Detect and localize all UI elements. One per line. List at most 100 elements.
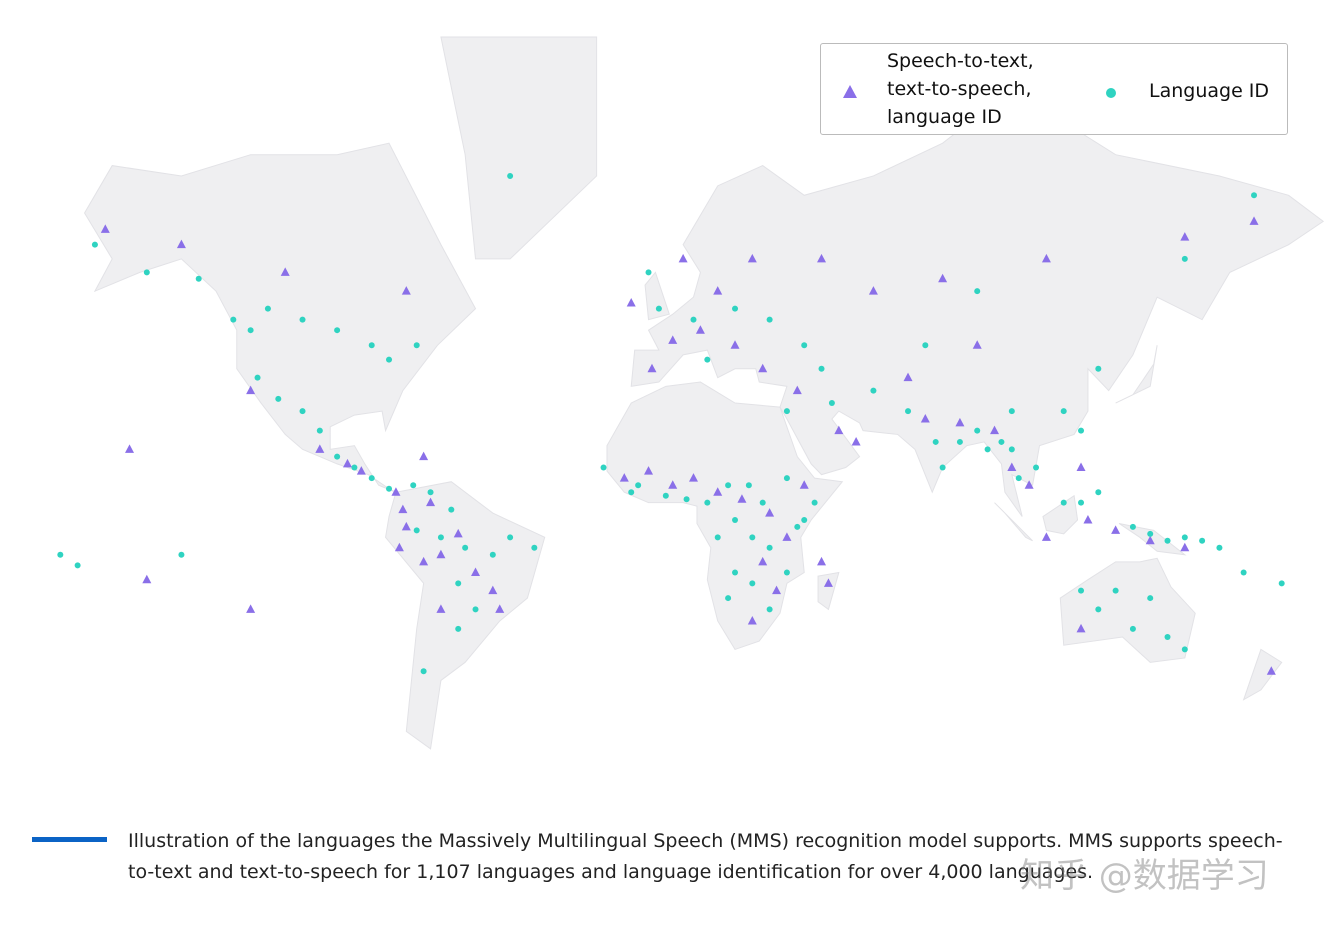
triangle-point <box>394 542 404 552</box>
triangle-point <box>401 521 411 531</box>
landmass <box>606 381 844 651</box>
legend-markers <box>843 85 1116 98</box>
circle-point <box>811 499 818 506</box>
triangle-point <box>817 253 827 263</box>
circle-point <box>1078 587 1085 594</box>
triangle-point <box>851 436 861 446</box>
triangle-point <box>765 508 775 517</box>
legend-label: Language ID <box>1149 80 1270 102</box>
circle-point <box>1199 537 1206 544</box>
landmass <box>1115 345 1158 404</box>
landmass <box>1059 557 1196 663</box>
circle-point <box>1095 489 1102 496</box>
circle-point <box>1181 534 1188 541</box>
circle-point <box>275 395 282 402</box>
circle-point <box>635 482 642 489</box>
circle-point <box>783 408 790 415</box>
circle-point <box>732 517 739 523</box>
circle-point <box>766 606 773 613</box>
circle-point <box>1181 255 1188 262</box>
circle-point <box>783 569 790 576</box>
triangle-point <box>990 425 1000 435</box>
triangle-point <box>972 340 982 349</box>
circle-point <box>1129 523 1136 530</box>
triangle-point <box>356 466 366 475</box>
caption-bar <box>32 837 107 842</box>
circle-point <box>462 544 469 551</box>
circle-point <box>1078 499 1085 506</box>
circle-point <box>974 288 981 295</box>
triangle-point <box>920 414 930 423</box>
circle-point <box>1147 530 1154 537</box>
circle-point <box>410 482 417 489</box>
circle-point <box>57 551 64 558</box>
circle-point <box>759 499 766 506</box>
triangle-point <box>619 473 629 482</box>
circle-point <box>455 580 462 587</box>
triangle-point <box>343 458 352 468</box>
triangle-point <box>747 615 757 625</box>
triangle-point <box>398 504 408 514</box>
triangle-point <box>747 253 757 263</box>
triangle-point <box>125 444 135 453</box>
triangle-point <box>737 494 747 503</box>
circle-point <box>905 408 912 415</box>
triangle-point <box>1111 525 1121 534</box>
circle-point <box>828 400 835 407</box>
triangle-point <box>695 325 705 334</box>
circle-point <box>472 606 479 613</box>
triangle-point <box>1266 666 1276 675</box>
triangle-point <box>1041 253 1051 263</box>
circle-point <box>368 475 375 482</box>
triangle-point <box>1145 535 1155 545</box>
triangle-point <box>100 224 110 233</box>
circle-point <box>316 427 323 434</box>
triangle-point <box>1180 542 1190 552</box>
circle-point <box>932 438 939 445</box>
triangle-point <box>315 444 325 453</box>
circle-point <box>413 342 420 349</box>
triangle-point <box>834 425 844 435</box>
triangle-point <box>1024 480 1034 489</box>
triangle-point <box>246 385 256 395</box>
circle-point <box>732 305 739 312</box>
circle-point <box>1112 587 1119 594</box>
circle-point <box>386 356 393 363</box>
circle-point <box>420 668 427 675</box>
circle-point <box>507 172 514 179</box>
circle-point <box>732 569 739 576</box>
circle-point <box>299 316 306 323</box>
circle-point <box>870 387 877 394</box>
circle-point <box>427 489 434 496</box>
triangle-point <box>668 335 678 344</box>
circle-point <box>351 464 358 471</box>
circle-point <box>922 342 929 349</box>
circle-point <box>1181 646 1188 653</box>
circle-point <box>628 489 635 496</box>
circle-point <box>783 475 790 482</box>
circle-point <box>801 342 808 349</box>
triangle-point <box>713 487 723 496</box>
triangle-point <box>955 417 965 427</box>
circle-point <box>1129 625 1136 632</box>
circle-point <box>704 356 711 363</box>
circle-point <box>1164 633 1171 640</box>
triangle-point <box>495 604 505 613</box>
triangle-point <box>401 286 411 295</box>
circle-point <box>1251 192 1258 199</box>
circle-point <box>662 492 669 499</box>
triangle-point <box>419 451 429 461</box>
circle-point <box>766 316 773 323</box>
circle-point <box>91 241 98 248</box>
circle-point <box>655 305 662 312</box>
circle-point <box>1095 606 1102 613</box>
circle-point <box>299 408 306 415</box>
circle-point <box>254 374 261 381</box>
circle-point <box>334 453 341 460</box>
triangle-point <box>142 574 152 584</box>
circle-point <box>74 562 81 569</box>
triangle-point <box>280 267 290 276</box>
circle-point <box>745 482 752 489</box>
circle-point <box>690 316 697 323</box>
triangle-point <box>823 578 833 587</box>
